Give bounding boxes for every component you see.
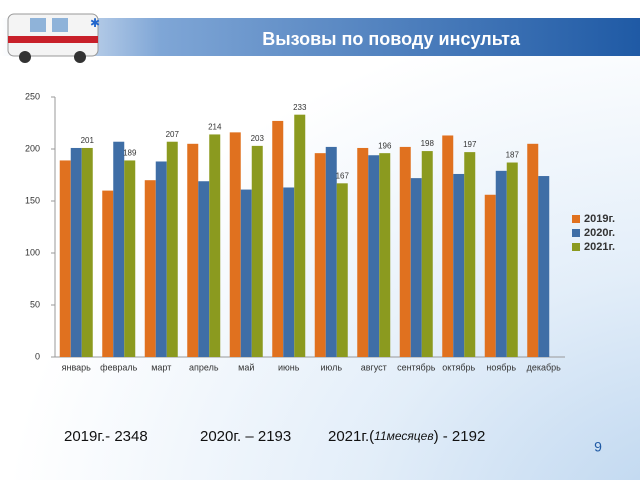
legend-label: 2019г. — [584, 213, 615, 225]
bar — [198, 181, 210, 357]
y-tick-label: 250 — [25, 91, 40, 101]
bar — [155, 161, 167, 357]
bar — [144, 180, 156, 357]
bar — [379, 153, 391, 357]
footer-text: 2019г.- 2348 2020г. – 2193 2021г.(11меся… — [64, 428, 485, 445]
footer-item: 2019г.- 2348 — [64, 428, 148, 445]
y-tick-label: 0 — [35, 351, 40, 361]
bar — [336, 183, 348, 357]
legend-swatch — [572, 215, 580, 223]
ambulance-icon: ✱ — [7, 13, 100, 63]
x-tick-label: декабрь — [527, 362, 562, 372]
bar — [357, 147, 369, 357]
legend-label: 2021г. — [584, 241, 615, 253]
y-tick-label: 200 — [25, 143, 40, 153]
bar — [124, 160, 136, 357]
data-label: 196 — [378, 141, 392, 150]
bar — [314, 153, 326, 357]
x-tick-label: апрель — [189, 362, 219, 372]
bar — [272, 120, 284, 357]
bar — [81, 147, 93, 357]
bar — [70, 147, 82, 357]
bar — [368, 155, 380, 357]
x-tick-label: январь — [62, 362, 92, 372]
bar — [229, 132, 241, 357]
data-label: 197 — [463, 140, 477, 149]
data-label: 189 — [123, 149, 137, 158]
x-tick-label: июнь — [278, 362, 300, 372]
bar — [442, 135, 454, 357]
bar — [538, 176, 550, 357]
bar — [294, 114, 306, 358]
footer-item: 2021г.( — [328, 428, 374, 445]
legend-label: 2020г. — [584, 227, 615, 239]
chart-title: Вызовы по поводу инсульта — [262, 29, 521, 49]
data-label: 214 — [208, 123, 222, 132]
bar — [527, 143, 539, 357]
y-tick-label: 150 — [25, 195, 40, 205]
bar — [484, 194, 496, 357]
svg-text:✱: ✱ — [90, 16, 100, 30]
bar — [421, 151, 433, 357]
legend-swatch — [572, 243, 580, 251]
bar — [59, 160, 71, 357]
x-tick-label: сентябрь — [397, 362, 436, 372]
bar — [187, 143, 199, 357]
bar — [251, 145, 263, 357]
footer-item: 2020г. – 2193 — [200, 428, 291, 445]
bar — [453, 173, 465, 357]
y-tick-label: 100 — [25, 247, 40, 257]
bar — [283, 187, 295, 357]
bar — [464, 152, 476, 357]
x-tick-label: октябрь — [442, 362, 475, 372]
data-label: 187 — [506, 151, 520, 160]
data-label: 207 — [166, 130, 180, 139]
header-bar — [0, 18, 640, 56]
bar — [410, 178, 422, 357]
x-tick-label: август — [361, 362, 387, 372]
bar — [506, 162, 518, 357]
legend-swatch — [572, 229, 580, 237]
data-label: 203 — [251, 134, 265, 143]
data-label: 198 — [421, 139, 435, 148]
x-tick-label: март — [151, 362, 171, 372]
footer-note: 11месяцев — [374, 429, 433, 443]
x-tick-label: ноябрь — [486, 362, 516, 372]
bar — [166, 141, 178, 357]
data-label: 233 — [293, 103, 307, 112]
bar — [325, 146, 337, 357]
x-tick-label: май — [238, 362, 254, 372]
bar — [240, 189, 252, 357]
x-tick-label: февраль — [100, 362, 137, 372]
bar — [209, 134, 221, 357]
x-tick-label: июль — [320, 362, 342, 372]
bar — [495, 170, 507, 357]
bar — [102, 190, 114, 357]
bar — [113, 141, 125, 357]
data-label: 167 — [336, 171, 350, 180]
data-label: 201 — [81, 136, 95, 145]
y-tick-label: 50 — [30, 299, 40, 309]
bar — [399, 146, 411, 357]
page-number: 9 — [594, 439, 602, 455]
footer-item: ) - 2192 — [434, 428, 486, 445]
